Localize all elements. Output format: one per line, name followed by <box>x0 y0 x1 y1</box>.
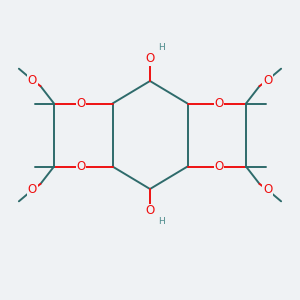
Text: O: O <box>28 183 37 196</box>
Text: O: O <box>76 160 85 173</box>
Text: O: O <box>263 74 272 87</box>
Text: O: O <box>146 204 154 217</box>
Text: H: H <box>158 43 165 52</box>
Text: O: O <box>214 97 224 110</box>
Text: O: O <box>76 97 85 110</box>
Text: O: O <box>263 183 272 196</box>
Text: O: O <box>146 52 154 65</box>
Text: O: O <box>28 74 37 87</box>
Text: H: H <box>158 218 165 226</box>
Text: O: O <box>214 160 224 173</box>
